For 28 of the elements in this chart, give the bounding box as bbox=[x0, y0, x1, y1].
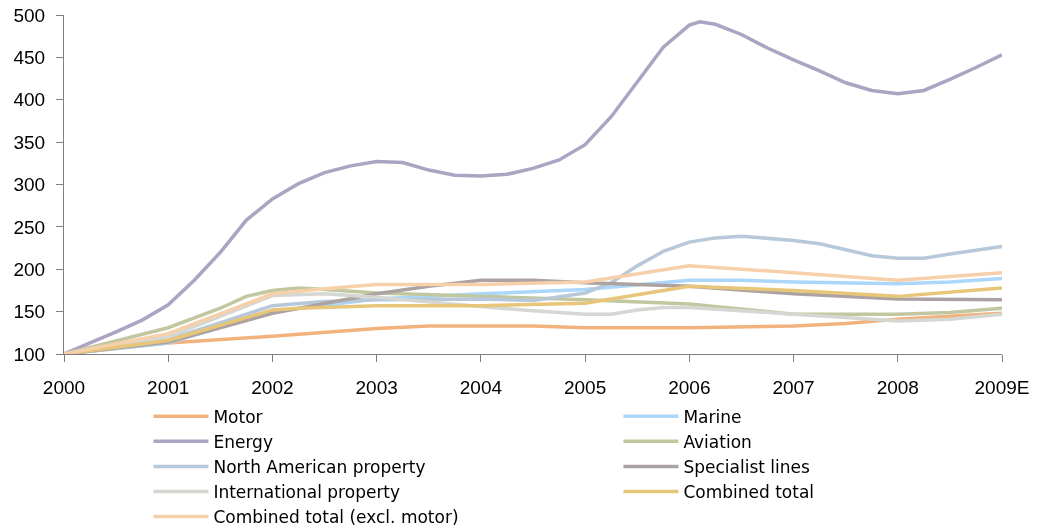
legend-label: International property bbox=[213, 482, 401, 503]
y-tick-label: 400 bbox=[13, 89, 46, 111]
x-tick-label: 2002 bbox=[251, 376, 294, 398]
y-tick-label: 500 bbox=[13, 4, 46, 26]
legend-label: Marine bbox=[683, 406, 742, 427]
legend-label: Specialist lines bbox=[683, 457, 810, 478]
legend-label: Combined total (excl. motor) bbox=[213, 507, 459, 528]
y-tick-label: 450 bbox=[13, 47, 46, 69]
x-tick-label: 2007 bbox=[772, 376, 815, 398]
y-tick-label: 200 bbox=[13, 258, 46, 280]
legend-label: Motor bbox=[213, 406, 263, 427]
x-tick-label: 2003 bbox=[355, 376, 398, 398]
legend-label: Combined total bbox=[683, 482, 815, 503]
y-tick-label: 350 bbox=[13, 131, 46, 153]
legend-label: Aviation bbox=[683, 431, 752, 452]
x-tick-label: 2001 bbox=[147, 376, 190, 398]
x-tick-label: 2000 bbox=[42, 376, 86, 398]
y-tick-label: 250 bbox=[13, 216, 46, 238]
y-tick-label: 100 bbox=[13, 343, 46, 365]
y-tick-label: 150 bbox=[13, 301, 46, 323]
x-tick-label: 2008 bbox=[876, 376, 919, 398]
x-tick-label: 2005 bbox=[563, 376, 607, 398]
legend-label: North American property bbox=[213, 457, 426, 478]
y-tick-label: 300 bbox=[13, 174, 46, 196]
x-tick-label: 2004 bbox=[459, 376, 503, 398]
legend-label: Energy bbox=[213, 431, 273, 452]
x-tick-label: 2006 bbox=[668, 376, 711, 398]
x-tick-label: 2009E bbox=[974, 376, 1030, 398]
